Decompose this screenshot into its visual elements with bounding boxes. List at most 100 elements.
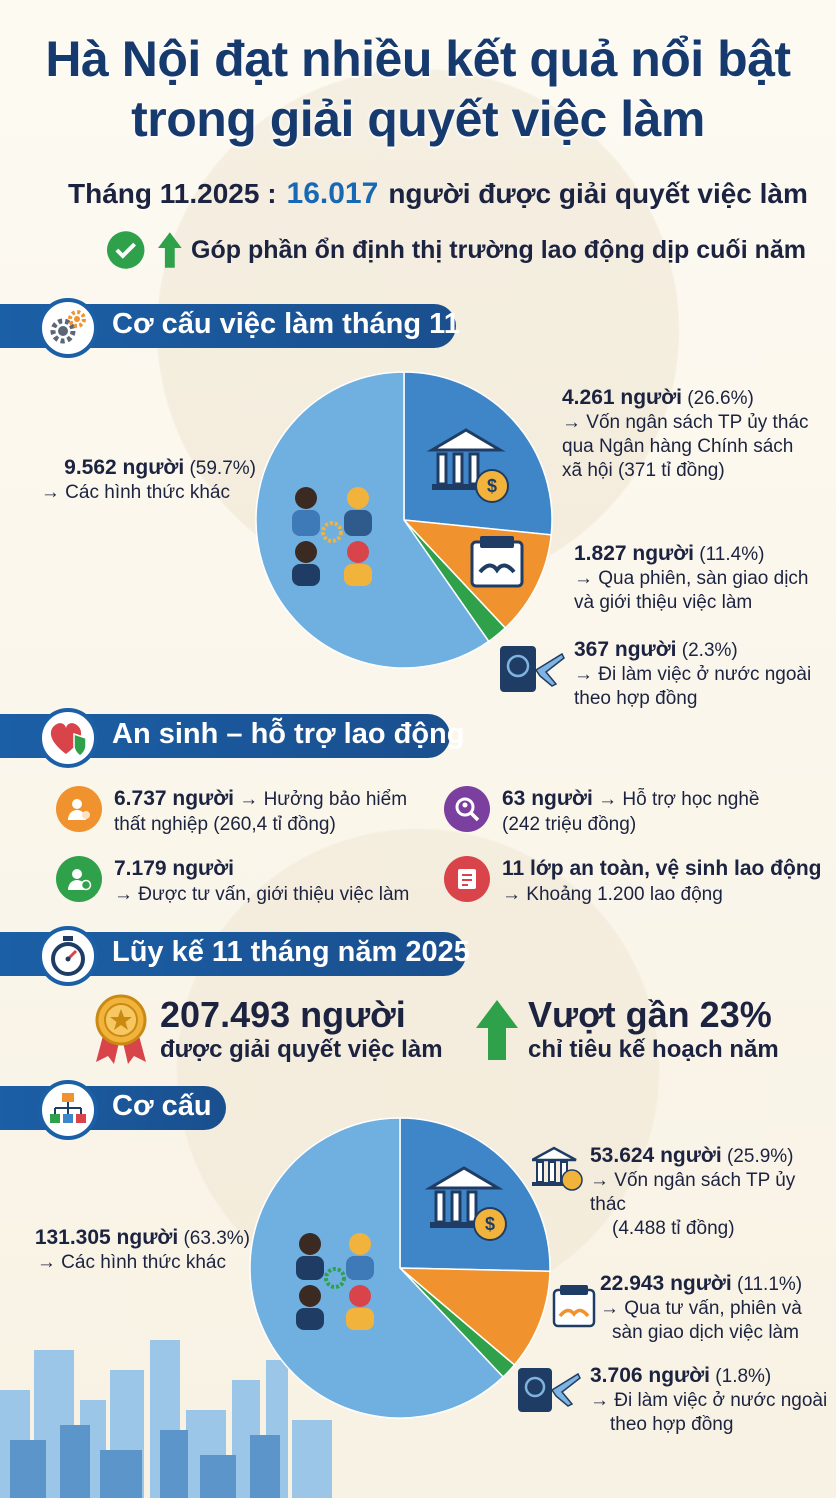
annotation-percent: (59.7%) — [189, 458, 256, 479]
section-banner-1: Cơ cấu việc làm tháng 11 — [0, 298, 460, 358]
page-title-line1: Hà Nội đạt nhiều kết quả nổi bật — [45, 31, 791, 87]
headline: Tháng 11.2025 : 16.017 người được giải q… — [58, 172, 808, 216]
annotation-percent: (11.1%) — [736, 1274, 803, 1295]
support-strong: 63 người — [502, 787, 593, 810]
section-title-1: Cơ cấu việc làm tháng 11 — [112, 308, 460, 340]
annotation-label: 3.706 người — [590, 1364, 711, 1387]
stopwatch-icon — [51, 936, 85, 976]
annotation-label: 4.261 người — [562, 386, 683, 409]
city-skyline-illustration — [0, 1340, 332, 1498]
gears-icon — [50, 310, 86, 344]
section-title-4: Cơ cấu — [112, 1090, 212, 1122]
section-title-2: An sinh – hỗ trợ lao động — [112, 718, 465, 750]
pie-chart-monthly: $ — [255, 371, 553, 669]
support-strong: 7.179 người — [114, 857, 235, 880]
checklist-icon — [444, 856, 490, 902]
annotation-desc: (4.488 tỉ đồng) — [612, 1218, 735, 1239]
annotation-budget-1: 4.261 người (26.6%) → Vốn ngân sách TP ủ… — [562, 386, 832, 483]
pie-slice-1 — [397, 1267, 551, 1367]
support-item-counseling: 7.179 người → Được tư vấn, giới thiệu việ… — [56, 856, 436, 907]
annotation-desc: → Vốn ngân sách TP ủy thác — [590, 1170, 796, 1215]
cumulative-over-sub: chỉ tiêu kế hoạch năm — [528, 1036, 779, 1063]
svg-text:$: $ — [485, 1214, 495, 1234]
person-badge-icon — [56, 786, 102, 832]
support-text: → Hỗ trợ học nghề — [592, 789, 760, 810]
annotation-label: 9.562 người — [64, 456, 185, 479]
support-text: thất nghiệp (260,4 tỉ đồng) — [114, 814, 336, 835]
annotation-percent: (11.4%) — [699, 544, 765, 565]
pie-chart-cumulative: $ — [249, 1117, 551, 1419]
annotation-desc: → Đi làm việc ở nước ngoài — [590, 1390, 828, 1411]
annotation-desc: → Vốn ngân sách TP ủy thác — [562, 412, 809, 433]
headline-count: 16.017 — [286, 177, 379, 210]
annotation-desc: sàn giao dịch việc làm — [612, 1322, 799, 1343]
section-title-3: Lũy kế 11 tháng năm 2025 — [112, 936, 470, 968]
annotation-label: 131.305 người — [34, 1226, 179, 1249]
section-banner-4: Cơ cấu — [0, 1080, 230, 1140]
headline-sub-text: Góp phần ổn định thị trường lao động dịp… — [191, 235, 806, 264]
bank-icon: $ — [426, 428, 509, 503]
medal-icon — [95, 994, 147, 1064]
support-text: → Hưởng bảo hiểm — [234, 789, 408, 810]
passport-plane-icon — [518, 1368, 581, 1412]
support-text: → Khoảng 1.200 lao động — [502, 884, 723, 905]
magnifier-person-icon — [444, 786, 490, 832]
annotation-abroad-2: 3.706 người (1.8%) → Đi làm việc ở nước … — [590, 1364, 830, 1437]
annotation-desc: → Các hình thức khác — [40, 482, 230, 503]
support-item-unemployment: 6.737 người → Hưởng bảo hiểm thất nghiệp … — [56, 786, 436, 837]
annotation-desc: → Qua tư vấn, phiên và — [600, 1298, 802, 1319]
arrow-up-icon — [158, 232, 183, 268]
annotation-abroad-1: 367 người (2.3%) → Đi làm việc ở nước ng… — [574, 638, 832, 711]
annotation-percent: (2.3%) — [681, 640, 738, 661]
arrow-up-icon — [476, 1000, 518, 1060]
annotation-desc: → Qua phiên, sàn giao dịch — [574, 568, 809, 589]
page-title-line2: trong giải quyết việc làm — [131, 91, 705, 147]
section-banner-2: An sinh – hỗ trợ lao động — [0, 708, 465, 768]
cumulative-over: Vượt gần 23% — [528, 994, 772, 1035]
section-banner-3: Lũy kế 11 tháng năm 2025 — [0, 926, 470, 986]
annotation-desc: theo hợp đồng — [574, 688, 698, 709]
org-chart-icon — [50, 1093, 86, 1123]
support-text: (242 triệu đồng) — [502, 814, 637, 835]
bank-icon: $ — [424, 1166, 507, 1241]
annotation-desc: và giới thiệu việc làm — [574, 592, 753, 613]
passport-plane-icon — [500, 646, 565, 692]
annotation-desc: → Các hình thức khác — [36, 1252, 226, 1273]
pie-slice-3 — [249, 1117, 505, 1419]
annotation-desc: → Đi làm việc ở nước ngoài — [574, 664, 812, 685]
annotation-exchange-2: 22.943 người (11.1%) → Qua tư vấn, phiên… — [600, 1272, 834, 1345]
cumulative-count: 207.493 người — [160, 994, 406, 1035]
headline-rest: người được giải quyết việc làm — [388, 178, 808, 209]
support-strong: 6.737 người — [114, 787, 235, 810]
annotation-budget-2: 53.624 người (25.9%) → Vốn ngân sách TP … — [590, 1144, 832, 1241]
annotation-other-1: 9.562 người (59.7%) → Các hình thức khác — [36, 456, 256, 505]
workers-illustration — [296, 1233, 374, 1330]
annotation-other-2: 131.305 người (63.3%) → Các hình thức kh… — [16, 1226, 250, 1275]
heart-shield-icon — [50, 723, 87, 757]
support-text: → Được tư vấn, giới thiệu việc làm — [114, 884, 410, 905]
headline-sub: Góp phần ổn định thị trường lao động dịp… — [106, 230, 806, 270]
annotation-percent: (25.9%) — [726, 1146, 794, 1167]
workers-illustration — [292, 487, 372, 586]
support-item-training: 63 người → Hỗ trợ học nghề (242 triệu đồn… — [444, 786, 824, 837]
annotation-label: 1.827 người — [574, 542, 695, 565]
support-item-safety: 11 lớp an toàn, vệ sinh lao động → Khoảng… — [444, 856, 834, 907]
svg-text:$: $ — [487, 476, 497, 496]
annotation-percent: (26.6%) — [687, 388, 754, 409]
cumulative-count-sub: được giải quyết việc làm — [160, 1036, 443, 1063]
headline-month: Tháng 11.2025 : — [68, 178, 277, 209]
annotation-desc: qua Ngân hàng Chính sách — [562, 436, 794, 457]
annotation-percent: (63.3%) — [183, 1228, 250, 1249]
annotation-desc: theo hợp đồng — [610, 1414, 734, 1435]
annotation-label: 22.943 người — [600, 1272, 732, 1295]
pie-slice-3 — [255, 371, 490, 669]
annotation-label: 53.624 người — [590, 1144, 722, 1167]
check-circle-icon — [106, 231, 145, 269]
annotation-percent: (1.8%) — [715, 1366, 772, 1387]
annotation-desc: xã hội (371 tỉ đồng) — [562, 460, 725, 481]
annotation-label: 367 người — [574, 638, 677, 661]
job-handshake-icon — [470, 536, 524, 588]
support-strong: 11 lớp an toàn, vệ sinh lao động — [502, 857, 822, 880]
person-check-icon — [56, 856, 102, 902]
annotation-exchange-1: 1.827 người (11.4%) → Qua phiên, sàn gia… — [574, 542, 832, 615]
